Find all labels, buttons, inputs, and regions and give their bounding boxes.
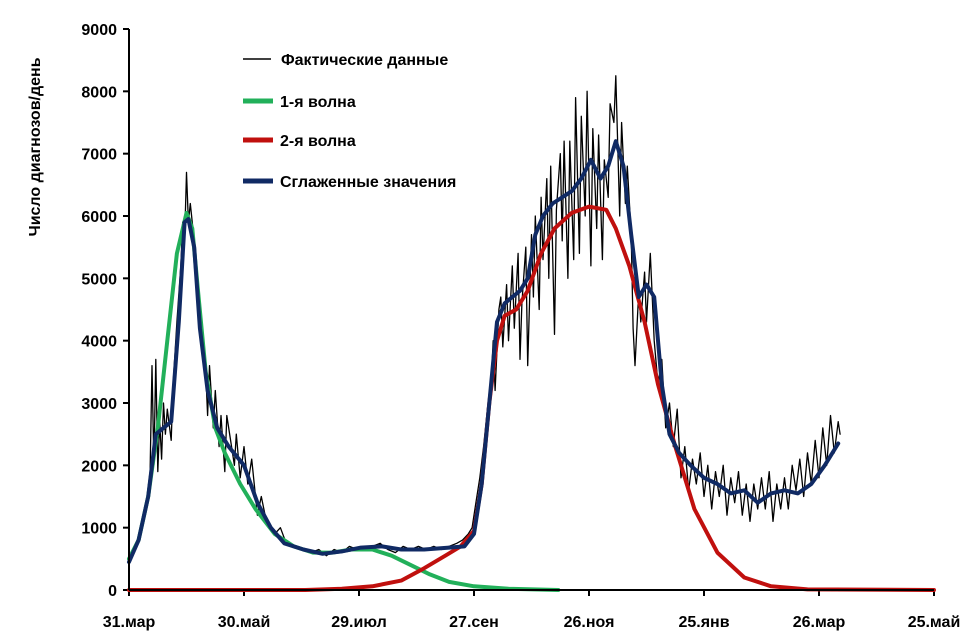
legend-label: Сглаженные значения [280,174,456,191]
y-tick-label: 9000 [81,22,117,39]
series-line-2 [127,210,561,592]
x-tick-label: 26.ноя [564,614,615,631]
y-tick-label: 4000 [81,334,117,351]
plot-area [127,75,936,592]
x-tick-label: 25.янв [678,614,729,631]
y-tick-label: 7000 [81,147,117,164]
x-tick-label: 25.май [908,614,961,631]
y-tick-label: 5000 [81,271,117,288]
x-tick-label: 30.май [218,614,271,631]
y-tick-label: 8000 [81,84,117,101]
series-line-4 [127,139,841,564]
y-tick-label: 0 [108,583,117,600]
y-tick-label: 3000 [81,396,117,413]
x-tick-label: 29.июл [331,614,387,631]
y-tick-labels: 0 1000 2000 3000 4000 5000 6000 7000 8000 9000 [81,22,117,600]
legend-label: 2-я волна [280,133,356,150]
y-tick-label: 2000 [81,458,117,475]
x-tick-label: 26.мар [793,614,846,631]
legend-label: Фактические данные [281,52,448,69]
x-tick-label: 27.сен [449,614,499,631]
legend: Фактические данные 1-я волна 2-я волна Сгла… [243,52,456,191]
x-tick-label: 31.мар [103,614,156,631]
legend-label: 1-я волна [280,94,356,111]
y-axis-title: Число диагнозов/день [27,57,44,236]
y-tick-label: 6000 [81,209,117,226]
x-tick-labels: 31.мар 30.май 29.июл 27.сен 26.ноя 25.янв 26.м… [103,614,961,631]
series-line-3 [127,204,936,592]
y-tick-label: 1000 [81,521,117,538]
